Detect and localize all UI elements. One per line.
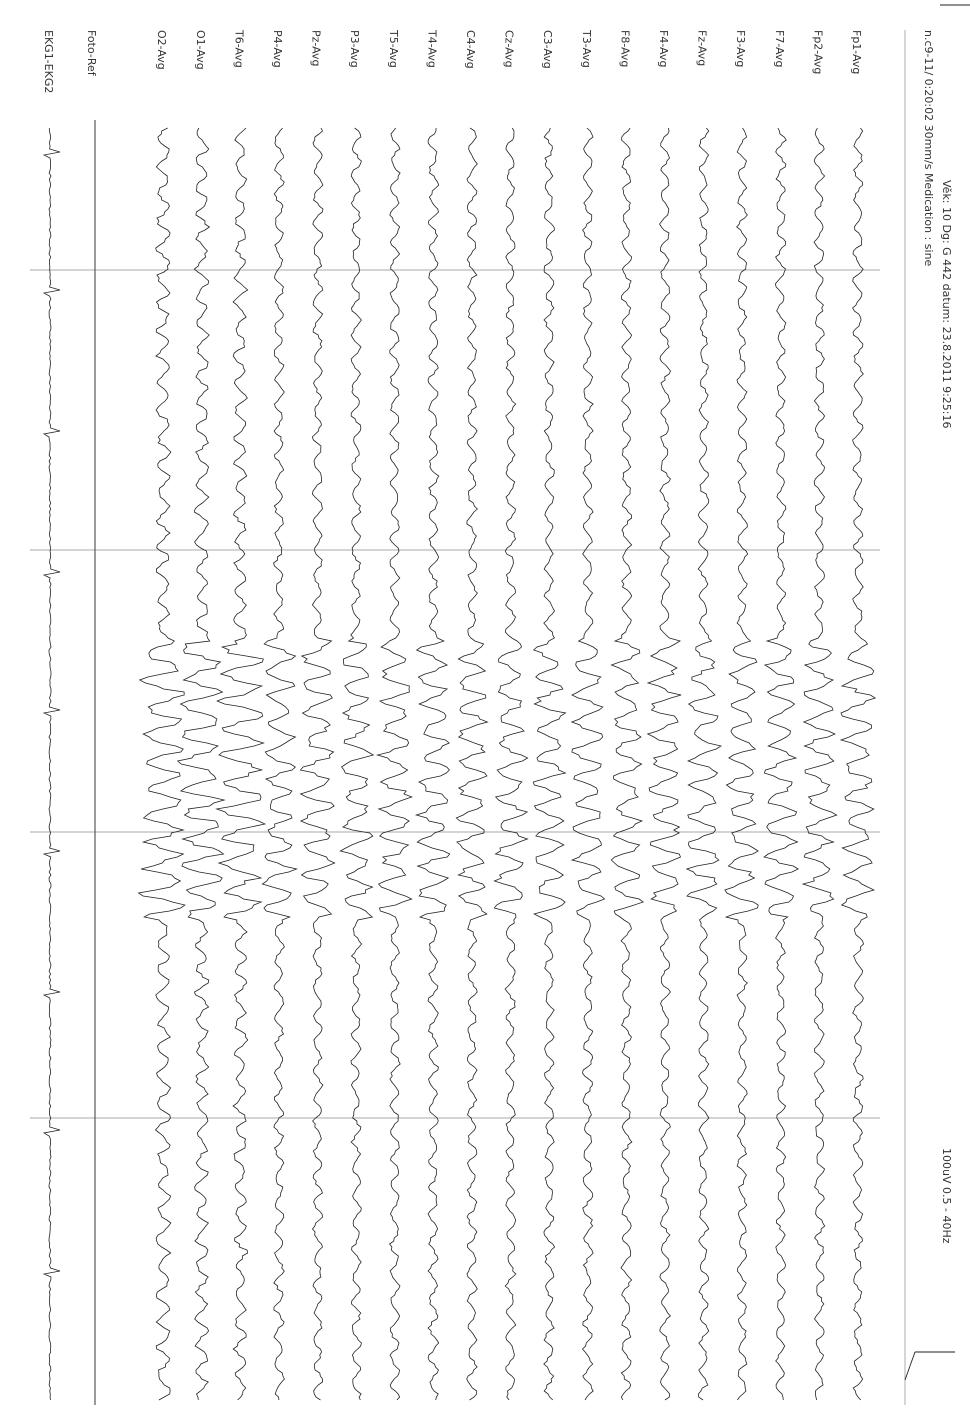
channel-label: F4-Avg bbox=[657, 30, 670, 67]
channel-label: O1-Avg bbox=[194, 30, 207, 70]
channel-label: O2-Avg bbox=[155, 30, 168, 70]
eeg-page: Věk: 10 Dg: G 442 datum: 23.8.2011 9:25:… bbox=[0, 0, 970, 1410]
channel-label: Fz-Avg bbox=[696, 30, 709, 66]
recording-info: n.c9-11/ 0:20:02 30mm/s Medication : sin… bbox=[922, 30, 935, 267]
patient-info: Věk: 10 Dg: G 442 datum: 23.8.2011 9:25:… bbox=[940, 180, 953, 428]
channel-label: P4-Avg bbox=[271, 30, 284, 68]
channel-label: Foto-Ref bbox=[85, 30, 98, 77]
channel-label: T5-Avg bbox=[387, 29, 400, 68]
channel-label: EKG1-EKG2 bbox=[42, 30, 55, 93]
channel-label: Fp2-Avg bbox=[811, 30, 824, 74]
channel-label: Cz-Avg bbox=[503, 30, 516, 68]
channel-label: F8-Avg bbox=[618, 30, 631, 67]
channel-label: Fp1-Avg bbox=[850, 30, 863, 74]
channel-label: Pz-Avg bbox=[310, 30, 323, 67]
channel-label: T4-Avg bbox=[425, 29, 438, 68]
channel-label: T3-Avg bbox=[580, 29, 593, 68]
channel-label: C4-Avg bbox=[464, 30, 477, 69]
channel-label: T6-Avg bbox=[232, 29, 245, 68]
channel-label: P3-Avg bbox=[348, 30, 361, 68]
channel-label: F3-Avg bbox=[734, 30, 747, 67]
calibration-info: 100uV 0.5 - 40Hz bbox=[940, 1148, 953, 1244]
channel-label: C3-Avg bbox=[541, 30, 554, 69]
channel-label: F7-Avg bbox=[773, 30, 786, 67]
